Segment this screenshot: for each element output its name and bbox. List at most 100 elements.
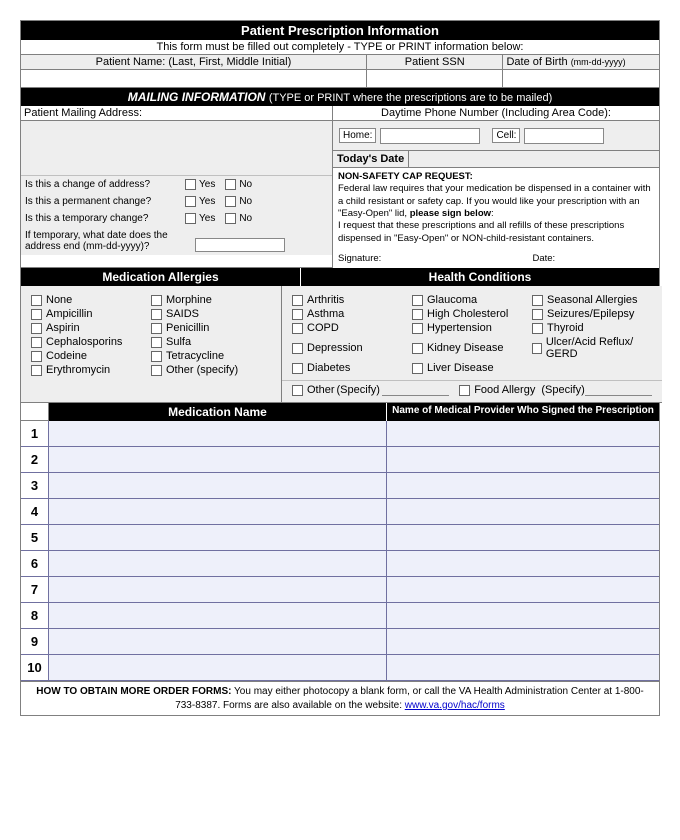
food-checkbox[interactable] [459,385,470,396]
med-row-number: 8 [21,603,49,629]
med-name-input[interactable] [49,629,387,655]
med-provider-input[interactable] [387,655,659,681]
q1-label: Is this a change of address? [25,179,175,190]
med-name-input[interactable] [49,603,387,629]
allergy-checkbox[interactable] [31,351,42,362]
med-name-header: Medication Name [49,403,387,421]
home-phone-input[interactable] [380,128,480,144]
footer-link[interactable]: www.va.gov/hac/forms [405,700,505,711]
med-provider-input[interactable] [387,421,659,447]
q3-yes-checkbox[interactable] [185,213,196,224]
health-checkbox[interactable] [532,343,542,354]
health-grid: ArthritisGlaucomaSeasonal AllergiesAsthm… [282,286,662,380]
med-name-input[interactable] [49,577,387,603]
health-checkbox[interactable] [412,295,423,306]
patient-labels-row: Patient Name: (Last, First, Middle Initi… [21,55,659,70]
q3-no-checkbox[interactable] [225,213,236,224]
allergy-checkbox[interactable] [151,309,162,320]
med-name-input[interactable] [49,473,387,499]
health-checkbox[interactable] [532,323,543,334]
address-label: Patient Mailing Address: [21,106,332,121]
allergy-label: Codeine [46,350,87,362]
allergy-label: SAIDS [166,308,199,320]
med-name-input[interactable] [49,447,387,473]
allergy-checkbox[interactable] [151,351,162,362]
allergy-label: Other (specify) [166,364,238,376]
health-label: Kidney Disease [427,342,503,354]
other-specify-input[interactable] [382,384,449,396]
mailing-title: MAILING INFORMATION [128,90,266,104]
med-row-number: 5 [21,525,49,551]
food-specify-input[interactable] [585,384,652,396]
allergies-header: Medication Allergies [21,268,301,286]
ns-bold: please sign below [410,208,491,219]
allergy-checkbox[interactable] [151,337,162,348]
allergy-checkbox[interactable] [31,323,42,334]
allergy-checkbox[interactable] [151,295,162,306]
allergy-checkbox[interactable] [31,295,42,306]
allergy-checkbox[interactable] [151,323,162,334]
med-provider-input[interactable] [387,499,659,525]
health-checkbox[interactable] [412,363,423,374]
med-name-input[interactable] [49,499,387,525]
dob-hint: (mm-dd-yyyy) [571,57,626,67]
health-checkbox[interactable] [412,323,423,334]
med-name-input[interactable] [49,551,387,577]
health-checkbox[interactable] [292,323,303,334]
health-checkbox[interactable] [532,295,543,306]
today-input[interactable] [409,151,659,167]
allergy-label: Tetracycline [166,350,224,362]
allergy-checkbox[interactable] [31,365,42,376]
health-checkbox[interactable] [292,295,303,306]
health-checkbox[interactable] [292,309,303,320]
health-other-row: Other (Specify) Food Allergy (Specify) [282,380,662,402]
allergy-checkbox[interactable] [31,337,42,348]
q1-yes-checkbox[interactable] [185,179,196,190]
q2-no-checkbox[interactable] [225,196,236,207]
patient-name-input[interactable] [21,70,367,88]
other-specify: (Specify) [337,384,380,396]
allergy-health-body: NoneMorphineAmpicillinSAIDSAspirinPenici… [21,286,659,403]
health-checkbox[interactable] [292,343,303,354]
med-row-number: 9 [21,629,49,655]
health-checkbox[interactable] [532,309,543,320]
med-row: 5 [21,525,659,551]
med-provider-input[interactable] [387,603,659,629]
patient-ssn-label: Patient SSN [367,55,504,70]
med-provider-input[interactable] [387,473,659,499]
form-instruction: This form must be filled out completely … [21,40,659,55]
health-checkbox[interactable] [292,363,303,374]
health-checkbox[interactable] [412,343,423,354]
med-provider-input[interactable] [387,525,659,551]
med-provider-input[interactable] [387,447,659,473]
med-row: 8 [21,603,659,629]
q3-label: Is this a temporary change? [25,213,175,224]
med-name-input[interactable] [49,421,387,447]
allergy-label: Erythromycin [46,364,110,376]
med-provider-input[interactable] [387,551,659,577]
ns-text2: I request that these prescriptions and a… [338,220,654,245]
temp-end-date-input[interactable] [195,238,285,252]
allergy-label: Ampicillin [46,308,92,320]
address-input[interactable] [21,121,332,175]
med-provider-input[interactable] [387,577,659,603]
health-checkbox[interactable] [412,309,423,320]
med-row: 9 [21,629,659,655]
q2-yes-checkbox[interactable] [185,196,196,207]
allergy-checkbox[interactable] [31,309,42,320]
other-checkbox[interactable] [292,385,303,396]
med-prov-header: Name of Medical Provider Who Signed the … [387,403,659,421]
food-label: Food Allergy [474,384,535,396]
mailing-right: Daytime Phone Number (Including Area Cod… [333,106,659,268]
cell-label: Cell: [492,128,520,143]
med-name-input[interactable] [49,655,387,681]
nonsafety-title: NON-SAFETY CAP REQUEST: [338,171,654,183]
dob-input[interactable] [503,70,659,88]
med-name-input[interactable] [49,525,387,551]
cell-phone-input[interactable] [524,128,604,144]
med-row-number: 6 [21,551,49,577]
med-provider-input[interactable] [387,629,659,655]
patient-ssn-input[interactable] [367,70,504,88]
allergy-checkbox[interactable] [151,365,162,376]
q1-no-checkbox[interactable] [225,179,236,190]
